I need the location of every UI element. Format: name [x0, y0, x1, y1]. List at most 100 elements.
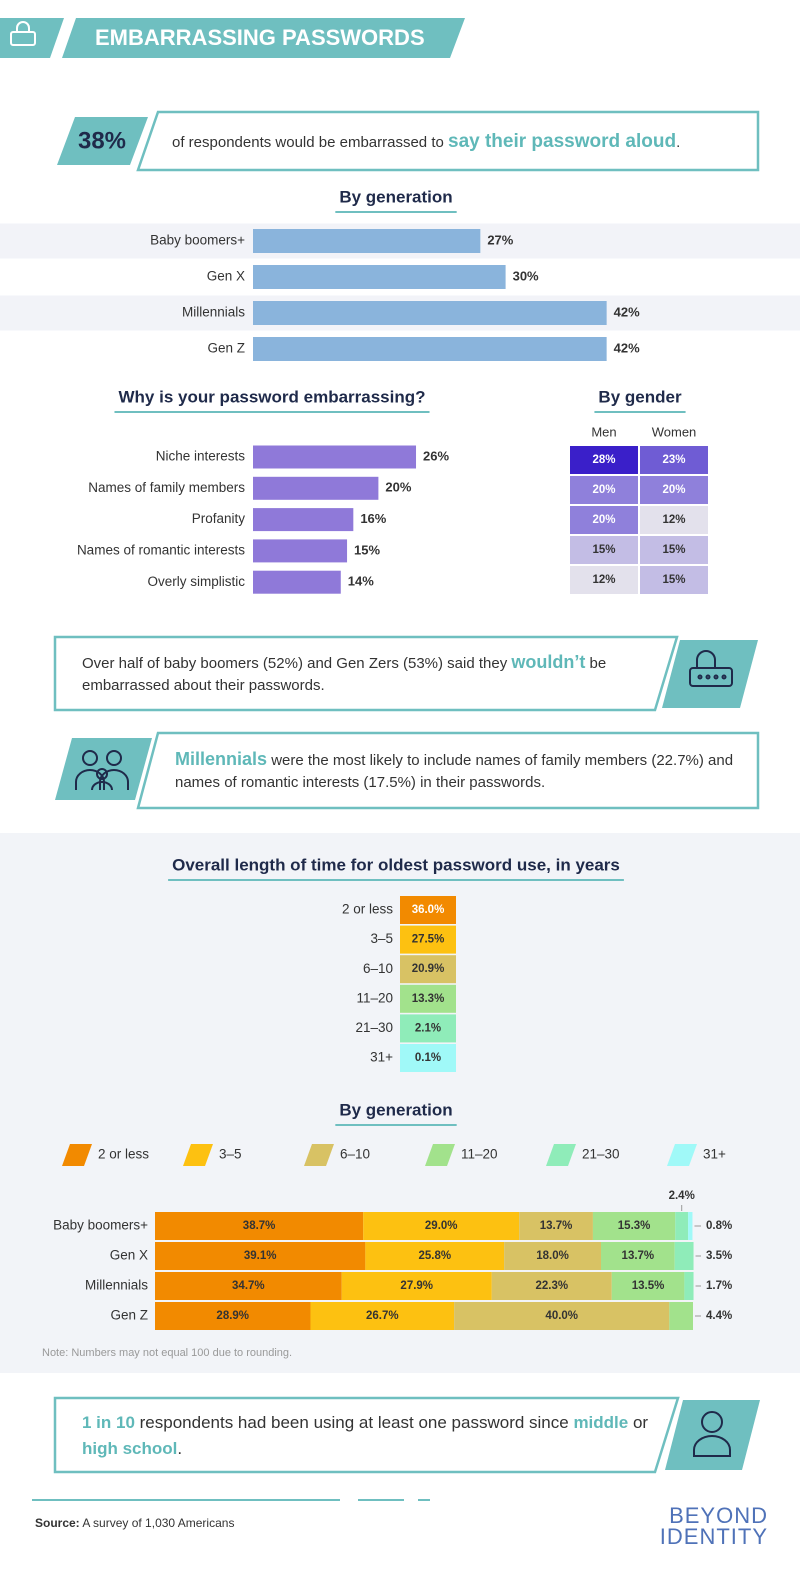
bar-segment — [155, 1242, 366, 1270]
bar-segment — [519, 1212, 593, 1240]
cell-label: 20% — [592, 484, 615, 496]
callout-text: Over half of baby boomers (52%) and Gen … — [82, 651, 642, 697]
text: or — [628, 1413, 649, 1432]
highlight-text: Millennials — [175, 749, 268, 769]
highlight-text: wouldn’t — [511, 652, 586, 672]
bar-segment — [669, 1302, 693, 1330]
source: Source: A survey of 1,030 Americans — [35, 1516, 234, 1530]
segment-label: 1.7% — [706, 1280, 732, 1292]
highlight-text: 1 in 10 — [82, 1413, 135, 1432]
value-label: 27% — [487, 232, 513, 247]
chart-title: By generation — [339, 1100, 452, 1119]
cell-label: 20% — [592, 514, 615, 526]
header-title: EMBARRASSING PASSWORDS — [95, 25, 425, 50]
category-label: 6–10 — [363, 961, 393, 976]
bar — [253, 539, 348, 563]
cell — [400, 955, 456, 984]
category-label: Profanity — [192, 511, 246, 526]
segment-label: 18.0% — [536, 1250, 569, 1262]
text: of respondents would be embarrassed to — [172, 134, 448, 151]
legend-swatch — [667, 1144, 697, 1166]
category-label: 11–20 — [356, 990, 393, 1005]
heat-cell — [570, 566, 638, 594]
header-bar — [62, 18, 465, 58]
bar-segment — [491, 1272, 612, 1300]
legend-swatch — [425, 1144, 455, 1166]
category-label: Millennials — [85, 1278, 148, 1293]
text: . — [177, 1439, 183, 1458]
bar-segment — [688, 1212, 693, 1240]
legend-label: 31+ — [703, 1147, 726, 1162]
legend-label: 6–10 — [340, 1147, 370, 1162]
cell — [400, 1014, 456, 1043]
source-text: A survey of 1,030 Americans — [80, 1516, 235, 1530]
callout-box — [136, 731, 760, 810]
category-label: Gen X — [207, 269, 245, 284]
bar — [253, 445, 417, 469]
segment-label: 39.1% — [244, 1250, 277, 1262]
heat-cell — [570, 536, 638, 564]
legend-swatch — [546, 1144, 576, 1166]
cell — [400, 896, 456, 924]
category-label: Names of family members — [88, 480, 245, 495]
highlight-text: middle — [573, 1413, 629, 1432]
segment-label: 13.5% — [632, 1280, 665, 1292]
logo: IDENTITY — [660, 1524, 768, 1549]
lock-icon — [689, 650, 733, 687]
segment-label: 4.4% — [706, 1310, 732, 1322]
segment-label: 27.9% — [400, 1280, 433, 1292]
bar-segment — [504, 1242, 602, 1270]
heat-cell — [640, 566, 708, 594]
bar-segment — [341, 1272, 492, 1300]
legend-label: 3–5 — [219, 1147, 242, 1162]
segment-label: 13.7% — [622, 1250, 655, 1262]
highlight-text: high school — [82, 1439, 178, 1458]
bar-segment — [674, 1242, 694, 1270]
value-label: 15% — [354, 542, 380, 557]
legend-label: 11–20 — [461, 1147, 498, 1162]
cell-label: 20% — [662, 484, 685, 496]
category-label: 2 or less — [342, 902, 393, 917]
cell-label: 20.9% — [412, 963, 445, 975]
heat-cell — [640, 506, 708, 534]
bar — [253, 301, 607, 325]
bar-segment — [365, 1242, 505, 1270]
text: were the most likely to include names of… — [175, 752, 734, 791]
bar-segment — [675, 1212, 689, 1240]
bar-segment — [611, 1272, 685, 1300]
stat-value: 38% — [78, 127, 126, 154]
segment-label: 29.0% — [425, 1220, 458, 1232]
segment-label: 25.8% — [418, 1250, 451, 1262]
source-label: Source: — [35, 1516, 80, 1530]
segment-label: 40.0% — [545, 1310, 578, 1322]
value-label: 26% — [423, 448, 449, 463]
category-label: Baby boomers+ — [150, 233, 245, 248]
column-header: Men — [591, 424, 616, 439]
bar — [253, 337, 607, 361]
chart-title: By gender — [598, 387, 682, 406]
chart-title: By generation — [339, 187, 452, 206]
category-label: 3–5 — [370, 931, 393, 946]
bar-segment — [310, 1302, 455, 1330]
segment-label: 34.7% — [232, 1280, 265, 1292]
bar-segment — [592, 1212, 676, 1240]
lock-icon — [10, 21, 36, 46]
segment-label: 3.5% — [706, 1250, 732, 1262]
cell — [400, 984, 456, 1013]
category-label: Names of romantic interests — [77, 542, 245, 557]
stat-block — [57, 117, 148, 165]
callout-text: Millennials were the most likely to incl… — [175, 748, 745, 794]
segment-label: 28.9% — [216, 1310, 249, 1322]
bar-segment — [155, 1302, 311, 1330]
category-label: Baby boomers+ — [53, 1218, 148, 1233]
logo: BEYOND — [669, 1503, 768, 1528]
cell-label: 23% — [662, 454, 685, 466]
cell — [400, 925, 456, 954]
category-label: 31+ — [370, 1050, 393, 1065]
cell-label: 36.0% — [412, 904, 445, 916]
category-label: Niche interests — [156, 449, 246, 464]
cell — [400, 1044, 456, 1072]
callout-icon-block — [662, 640, 758, 708]
cell-label: 12% — [662, 514, 685, 526]
